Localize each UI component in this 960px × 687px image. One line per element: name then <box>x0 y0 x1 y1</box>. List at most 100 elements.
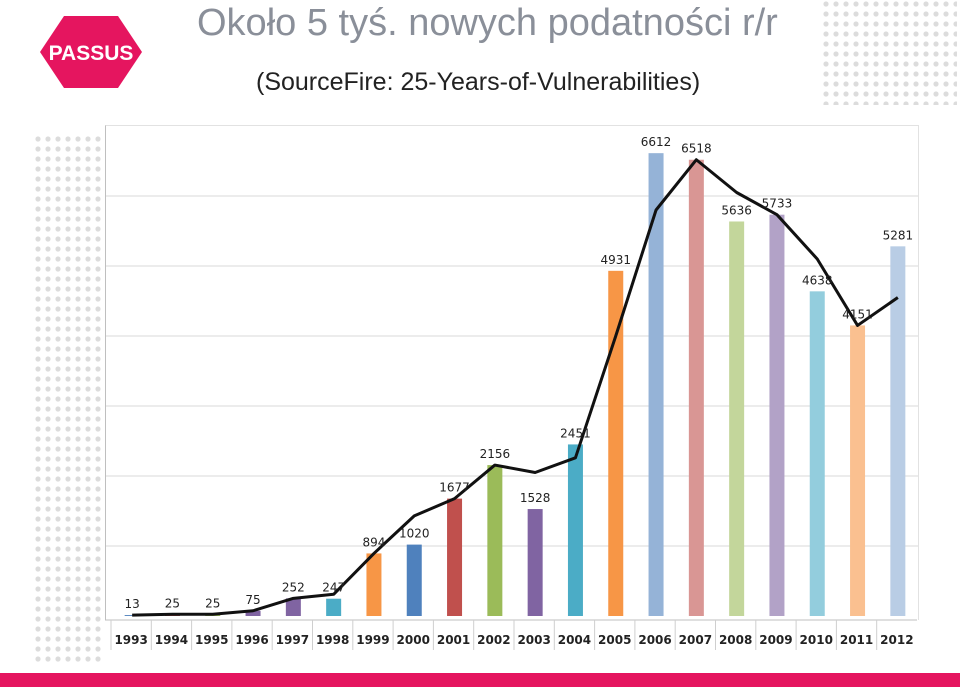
decorative-dot <box>55 146 61 152</box>
decorative-dot <box>75 136 81 142</box>
x-tick-label-1995: 1995 <box>195 633 228 647</box>
decorative-dot <box>45 496 51 502</box>
decorative-dot <box>883 101 889 105</box>
decorative-dot <box>65 536 71 542</box>
decorative-dot <box>913 101 919 105</box>
decorative-dot <box>65 366 71 372</box>
decorative-dot <box>85 386 91 392</box>
decorative-dot <box>893 101 899 105</box>
decorative-dot <box>85 606 91 612</box>
decorative-dot <box>95 336 101 342</box>
decorative-dot <box>75 536 81 542</box>
decorative-dot <box>85 656 91 662</box>
data-label-1998: 247 <box>322 581 345 595</box>
decorative-dot <box>35 236 41 242</box>
decorative-dot <box>55 256 61 262</box>
decorative-dot <box>55 656 61 662</box>
decorative-dot <box>85 396 91 402</box>
x-tick-label-2004: 2004 <box>558 633 591 647</box>
decorative-dot <box>35 406 41 412</box>
decorative-dot <box>85 626 91 632</box>
decorative-dot <box>55 426 61 432</box>
decorative-dot <box>55 516 61 522</box>
decorative-dot <box>95 616 101 622</box>
decorative-dot <box>45 426 51 432</box>
decorative-dot <box>913 21 919 27</box>
bar-2003 <box>527 509 543 616</box>
decorative-dot <box>853 1 859 7</box>
decorative-dot <box>35 186 41 192</box>
decorative-dot <box>843 31 849 37</box>
decorative-dot <box>45 176 51 182</box>
decorative-dot <box>45 336 51 342</box>
decorative-dot <box>85 176 91 182</box>
decorative-dot <box>95 316 101 322</box>
bar-2000 <box>406 544 422 616</box>
decorative-dot <box>35 196 41 202</box>
decorative-dot <box>65 176 71 182</box>
decorative-dot <box>863 21 869 27</box>
decorative-dot <box>95 276 101 282</box>
decorative-dot <box>95 596 101 602</box>
bar-2005 <box>608 270 624 616</box>
decorative-dot <box>55 206 61 212</box>
decorative-dot <box>863 41 869 47</box>
decorative-dot <box>75 286 81 292</box>
decorative-dot <box>45 246 51 252</box>
decorative-dot <box>75 476 81 482</box>
x-tick-label-2005: 2005 <box>598 633 631 647</box>
decorative-dot <box>85 516 91 522</box>
decorative-dot <box>85 496 91 502</box>
data-label-2004: 2451 <box>560 426 591 440</box>
decorative-dot <box>55 496 61 502</box>
decorative-dot <box>853 51 859 57</box>
decorative-dot <box>953 1 957 7</box>
decorative-dot <box>933 81 939 87</box>
decorative-dot <box>55 586 61 592</box>
decorative-dot <box>75 606 81 612</box>
decorative-dot <box>953 51 957 57</box>
decorative-dot <box>75 616 81 622</box>
decorative-dot <box>883 1 889 7</box>
decorative-dot <box>55 626 61 632</box>
decorative-dot <box>75 326 81 332</box>
decorative-dot <box>35 356 41 362</box>
decorative-dot <box>85 596 91 602</box>
decorative-dot <box>45 286 51 292</box>
decorative-dot <box>953 61 957 67</box>
decorative-dot <box>883 41 889 47</box>
decorative-dot <box>35 446 41 452</box>
decorative-dot <box>65 336 71 342</box>
decorative-dot <box>833 81 839 87</box>
decorative-dot <box>943 71 949 77</box>
decorative-dot <box>95 216 101 222</box>
decorative-dot <box>75 226 81 232</box>
decorative-dot <box>823 21 829 27</box>
decorative-dot <box>75 456 81 462</box>
x-tick-label-2000: 2000 <box>397 633 430 647</box>
decorative-dot <box>95 256 101 262</box>
decorative-dot <box>55 346 61 352</box>
decorative-dot <box>883 21 889 27</box>
decorative-dot <box>65 306 71 312</box>
decorative-dot <box>35 226 41 232</box>
decorative-dot <box>45 546 51 552</box>
x-tick-label-2009: 2009 <box>759 633 792 647</box>
decorative-dot <box>893 61 899 67</box>
decorative-dot <box>903 21 909 27</box>
decorative-dot <box>45 486 51 492</box>
decorative-dot <box>45 436 51 442</box>
decorative-dot <box>75 246 81 252</box>
decorative-dot <box>35 626 41 632</box>
decorative-dot <box>55 246 61 252</box>
decorative-dot <box>95 166 101 172</box>
decorative-dot <box>943 41 949 47</box>
decorative-dot <box>55 606 61 612</box>
decorative-dot <box>863 71 869 77</box>
decorative-dot <box>75 396 81 402</box>
decorative-dot <box>853 21 859 27</box>
decorative-dot <box>833 1 839 7</box>
page-title: Około 5 tyś. nowych podatności r/r <box>197 2 778 44</box>
decorative-dot <box>883 51 889 57</box>
decorative-dot <box>923 61 929 67</box>
